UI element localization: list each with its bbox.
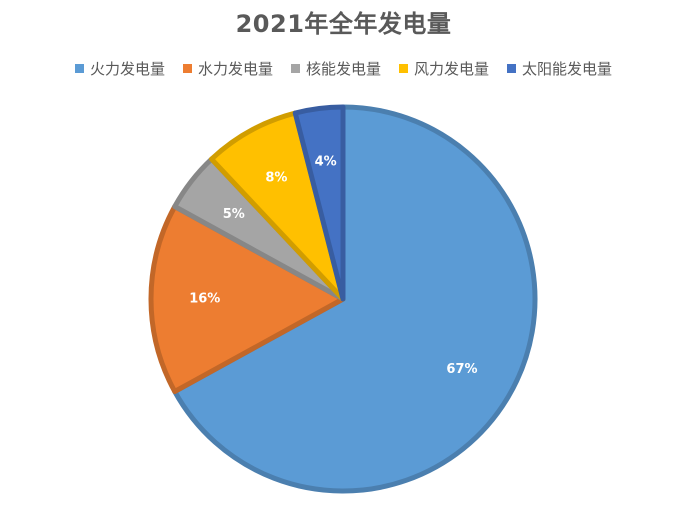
legend-item-solar: 太阳能发电量 xyxy=(507,58,612,79)
legend-label-hydro: 水力发电量 xyxy=(197,60,273,78)
pie-slice-hydro xyxy=(148,204,346,394)
legend-label-solar: 太阳能发电量 xyxy=(522,60,613,78)
legend-swatch-thermal xyxy=(74,64,84,73)
data-label-thermal: 67% xyxy=(446,362,477,377)
data-label-solar: 4% xyxy=(315,154,337,169)
chart-title: 2021年全年发电量 xyxy=(235,10,452,38)
legend-item-nuclear: 核能发电量 xyxy=(290,58,381,79)
legend-swatch-wind xyxy=(399,64,408,73)
data-label-hydro: 16% xyxy=(189,292,220,307)
data-label-nuclear: 5% xyxy=(223,207,245,222)
legend-label-wind: 风力发电量 xyxy=(414,60,490,78)
legend-swatch-nuclear xyxy=(290,64,300,73)
legend-item-thermal: 火力发电量 xyxy=(74,58,165,79)
legend-swatch-solar xyxy=(507,64,517,73)
legend-label-nuclear: 核能发电量 xyxy=(305,60,381,78)
legend-swatch-hydro xyxy=(182,64,192,73)
legend-label-thermal: 火力发电量 xyxy=(89,60,165,78)
legend-item-hydro: 水力发电量 xyxy=(182,58,273,79)
chart-legend: 火力发电量 水力发电量 核能发电量 风力发电量 太阳能发电量 xyxy=(0,58,687,79)
pie-slice-solar xyxy=(292,104,346,302)
data-label-wind: 8% xyxy=(265,170,287,185)
pie-slice-thermal xyxy=(172,104,538,494)
legend-item-wind: 风力发电量 xyxy=(399,58,489,79)
